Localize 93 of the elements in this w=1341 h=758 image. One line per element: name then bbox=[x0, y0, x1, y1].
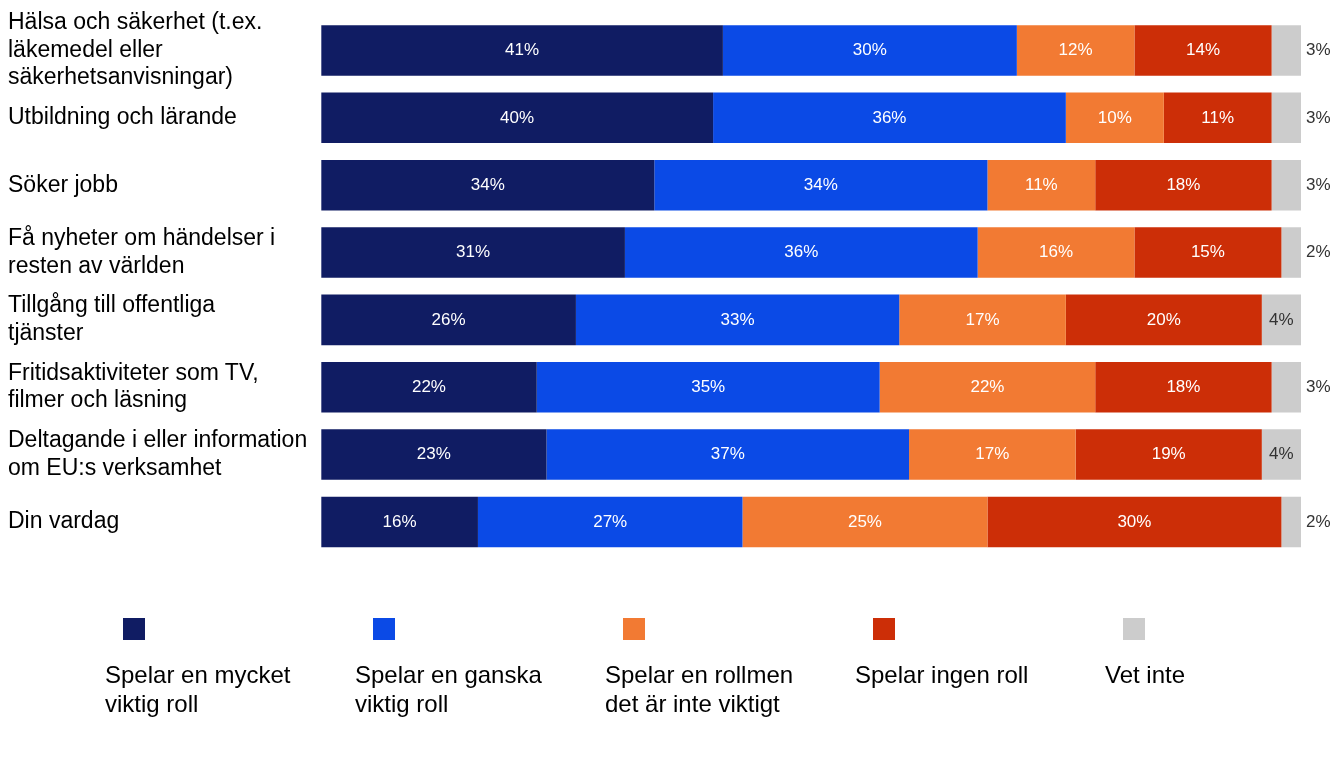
data-label: 11% bbox=[1024, 174, 1058, 194]
data-label: 17% bbox=[965, 309, 1000, 329]
bar bbox=[1271, 25, 1301, 76]
data-label: 12% bbox=[1058, 40, 1093, 60]
data-label: 17% bbox=[975, 444, 1010, 464]
data-label: 16% bbox=[382, 511, 417, 531]
bar bbox=[987, 496, 1282, 548]
data-label: 3% bbox=[1306, 376, 1331, 396]
bar bbox=[1271, 361, 1301, 413]
data-label: 41% bbox=[505, 40, 540, 60]
bar bbox=[321, 25, 723, 76]
data-label: 33% bbox=[720, 309, 755, 329]
bar bbox=[1281, 496, 1301, 548]
bar bbox=[321, 294, 576, 346]
data-label: 25% bbox=[847, 511, 882, 531]
bar bbox=[1261, 294, 1301, 346]
bar bbox=[1261, 429, 1301, 480]
data-label: 18% bbox=[1166, 376, 1201, 396]
bar bbox=[1134, 25, 1272, 76]
bar bbox=[1016, 25, 1135, 76]
bar bbox=[477, 496, 743, 548]
bar bbox=[654, 159, 988, 211]
bar bbox=[1065, 92, 1164, 144]
y-tick-label: Få nyheter om händelser i resten av världen bbox=[8, 224, 276, 278]
data-label: 34% bbox=[803, 174, 838, 194]
data-label: 4% bbox=[1269, 444, 1294, 464]
y-tick-label: Tillgång till offentliga tjänster bbox=[8, 291, 216, 346]
data-label: 31% bbox=[456, 242, 491, 262]
data-label: 11% bbox=[1201, 107, 1235, 127]
bar bbox=[1095, 361, 1272, 413]
data-label: 3% bbox=[1306, 174, 1331, 194]
data-label: 2% bbox=[1306, 511, 1331, 531]
data-label: 22% bbox=[411, 376, 446, 396]
bar bbox=[321, 92, 714, 144]
bar bbox=[321, 361, 537, 413]
bar bbox=[899, 294, 1066, 346]
legend-label: Spelar en rollmen det är inte viktigt bbox=[605, 660, 795, 718]
data-label: 36% bbox=[784, 242, 819, 262]
bar bbox=[1075, 429, 1262, 480]
y-tick-label: Din vardag bbox=[8, 507, 120, 534]
data-label: 30% bbox=[852, 40, 887, 60]
legend-label: Spelar en ganska viktig roll bbox=[355, 660, 543, 718]
bar bbox=[575, 294, 900, 346]
y-tick-label: Deltagande i eller information om EU:s verksamhet bbox=[8, 426, 308, 480]
bar bbox=[321, 159, 655, 211]
data-label: 23% bbox=[416, 444, 451, 464]
bar bbox=[742, 496, 988, 548]
bar bbox=[713, 92, 1066, 144]
y-tick-label: Hälsa och säkerhet (t.ex. läkemedel eller säkerhetsanvisningar) bbox=[8, 8, 263, 90]
data-label: 3% bbox=[1306, 40, 1331, 60]
data-label: 37% bbox=[710, 444, 745, 464]
bar bbox=[1095, 159, 1272, 211]
bar bbox=[879, 361, 1096, 413]
legend-label: Vet inte bbox=[1105, 660, 1187, 689]
data-label: 34% bbox=[470, 174, 505, 194]
data-label: 20% bbox=[1146, 309, 1181, 329]
data-label: 30% bbox=[1117, 511, 1152, 531]
data-label: 15% bbox=[1190, 242, 1225, 262]
y-tick-label: Utbildning och lärande bbox=[8, 103, 237, 130]
bar bbox=[1134, 227, 1282, 278]
bar bbox=[1281, 227, 1301, 278]
data-label: 40% bbox=[500, 107, 535, 127]
bar bbox=[546, 429, 910, 480]
bar bbox=[1163, 92, 1272, 144]
bar bbox=[987, 159, 1096, 211]
data-label: 36% bbox=[872, 107, 907, 127]
bar bbox=[977, 227, 1135, 278]
data-label: 10% bbox=[1097, 107, 1132, 127]
data-label: 14% bbox=[1186, 40, 1221, 60]
data-label: 2% bbox=[1306, 242, 1331, 262]
bar bbox=[536, 361, 880, 413]
data-label: 4% bbox=[1269, 309, 1294, 329]
bar bbox=[1271, 92, 1301, 144]
bar bbox=[722, 25, 1017, 76]
bar bbox=[909, 429, 1076, 480]
y-tick-label: Söker jobb bbox=[8, 170, 118, 197]
legend-label: Spelar en mycket viktig roll bbox=[105, 660, 292, 718]
data-label: 26% bbox=[431, 309, 466, 329]
data-label: 27% bbox=[593, 511, 628, 531]
bar bbox=[321, 429, 547, 480]
data-label: 19% bbox=[1151, 444, 1186, 464]
data-label: 16% bbox=[1039, 242, 1074, 262]
data-label: 22% bbox=[970, 376, 1005, 396]
bar bbox=[1065, 294, 1262, 346]
bar bbox=[321, 227, 625, 278]
bar bbox=[624, 227, 978, 278]
bar bbox=[321, 496, 478, 548]
data-label: 3% bbox=[1306, 107, 1331, 127]
data-label: 35% bbox=[691, 376, 726, 396]
bar bbox=[1271, 159, 1301, 211]
data-label: 18% bbox=[1166, 174, 1201, 194]
legend-label: Spelar ingen roll bbox=[855, 660, 1030, 689]
y-tick-label: Fritidsaktiviteter som TV, filmer och läsning bbox=[8, 358, 259, 413]
